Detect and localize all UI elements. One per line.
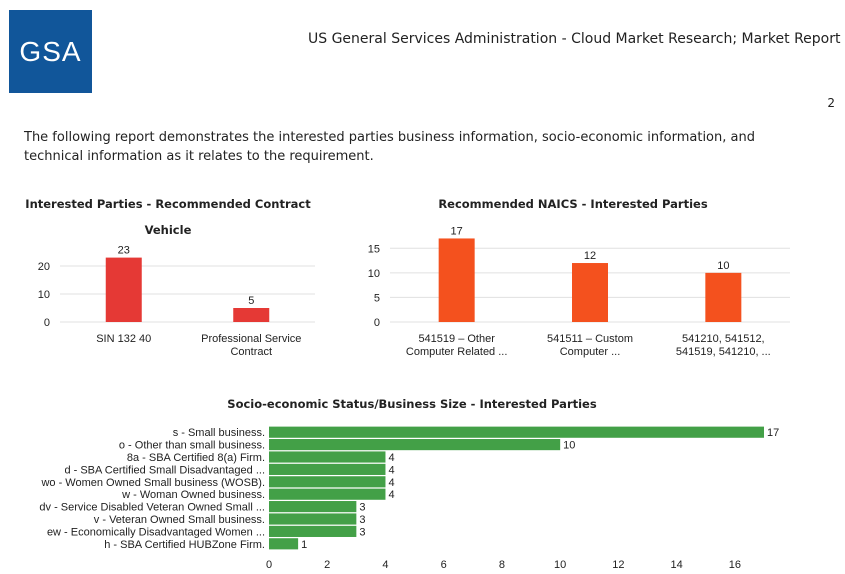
category-label: 8a - SBA Certified 8(a) Firm. <box>127 452 265 464</box>
category-label: SIN 132 40 <box>96 333 151 345</box>
data-label: 3 <box>359 514 365 526</box>
bar <box>105 257 142 322</box>
x-tick-label: 0 <box>266 559 272 571</box>
y-tick-label: 0 <box>44 317 50 329</box>
bar <box>572 263 608 322</box>
bar <box>438 238 475 322</box>
bar <box>269 451 386 463</box>
data-label: 3 <box>359 502 365 514</box>
category-label: dv - Service Disabled Veteran Owned Smal… <box>39 502 265 514</box>
data-label: 4 <box>388 477 394 489</box>
category-label: Contract <box>230 346 272 358</box>
category-label: h - SBA Certified HUBZone Firm. <box>104 539 265 551</box>
data-label: 23 <box>118 245 130 257</box>
data-label: 10 <box>563 440 575 452</box>
bar <box>269 513 357 525</box>
data-label: 3 <box>359 526 365 538</box>
y-tick-label: 10 <box>368 268 380 280</box>
y-tick-label: 20 <box>38 261 50 273</box>
category-label: v - Veteran Owned Small business. <box>94 514 265 526</box>
x-tick-label: 12 <box>612 559 624 571</box>
x-tick-label: 6 <box>441 559 447 571</box>
bar <box>269 488 386 500</box>
category-label: Computer Related ... <box>406 346 508 358</box>
y-tick-label: 0 <box>374 317 380 329</box>
x-tick-label: 14 <box>671 559 683 571</box>
data-label: 17 <box>767 427 779 439</box>
category-label: 541519 – Other <box>418 333 495 345</box>
data-label: 10 <box>717 260 729 272</box>
bar <box>269 501 357 513</box>
bar <box>269 426 764 438</box>
data-label: 4 <box>388 452 394 464</box>
bar <box>269 525 357 537</box>
category-label: s - Small business. <box>173 427 265 439</box>
bar <box>269 476 386 488</box>
category-label: wo - Women Owned Small business (WOSB). <box>40 477 265 489</box>
category-label: 541511 – Custom <box>547 333 633 345</box>
data-label: 12 <box>584 250 596 262</box>
chart-0-title: Vehicle <box>145 223 192 237</box>
bar <box>233 308 270 322</box>
category-label: Computer ... <box>560 346 621 358</box>
bar <box>269 538 299 550</box>
data-label: 1 <box>301 539 307 551</box>
category-label: Professional Service <box>201 333 301 345</box>
category-label: ew - Economically Disadvantaged Women ..… <box>47 526 265 538</box>
bar <box>269 439 561 451</box>
page-number: 2 <box>827 96 835 110</box>
x-tick-label: 10 <box>554 559 566 571</box>
x-tick-label: 2 <box>324 559 330 571</box>
y-tick-label: 10 <box>38 289 50 301</box>
x-tick-label: 4 <box>382 559 388 571</box>
y-tick-label: 5 <box>374 292 380 304</box>
logo-text: GSA <box>19 35 82 67</box>
category-label: o - Other than small business. <box>119 440 265 452</box>
y-tick-label: 15 <box>368 243 380 255</box>
category-label: d - SBA Certified Small Disadvantaged ..… <box>64 464 265 476</box>
x-tick-label: 16 <box>729 559 741 571</box>
category-label: 541519, 541210, ... <box>676 346 771 358</box>
report-title: US General Services Administration - Clo… <box>308 31 841 47</box>
chart-2-title: Socio-economic Status/Business Size - In… <box>227 397 597 411</box>
intro-paragraph: The following report demonstrates the in… <box>24 130 755 164</box>
bar <box>705 272 742 322</box>
category-label: 541210, 541512, <box>682 333 765 345</box>
x-tick-label: 8 <box>499 559 505 571</box>
data-label: 4 <box>388 489 394 501</box>
category-label: w - Woman Owned business. <box>121 489 265 501</box>
chart-0-title: Interested Parties - Recommended Contrac… <box>25 197 311 211</box>
data-label: 4 <box>388 464 394 476</box>
data-label: 17 <box>451 225 463 237</box>
chart-1-title: Recommended NAICS - Interested Parties <box>438 197 708 211</box>
gsa-logo: GSA <box>9 10 92 93</box>
data-label: 5 <box>248 295 254 307</box>
bar <box>269 463 386 475</box>
